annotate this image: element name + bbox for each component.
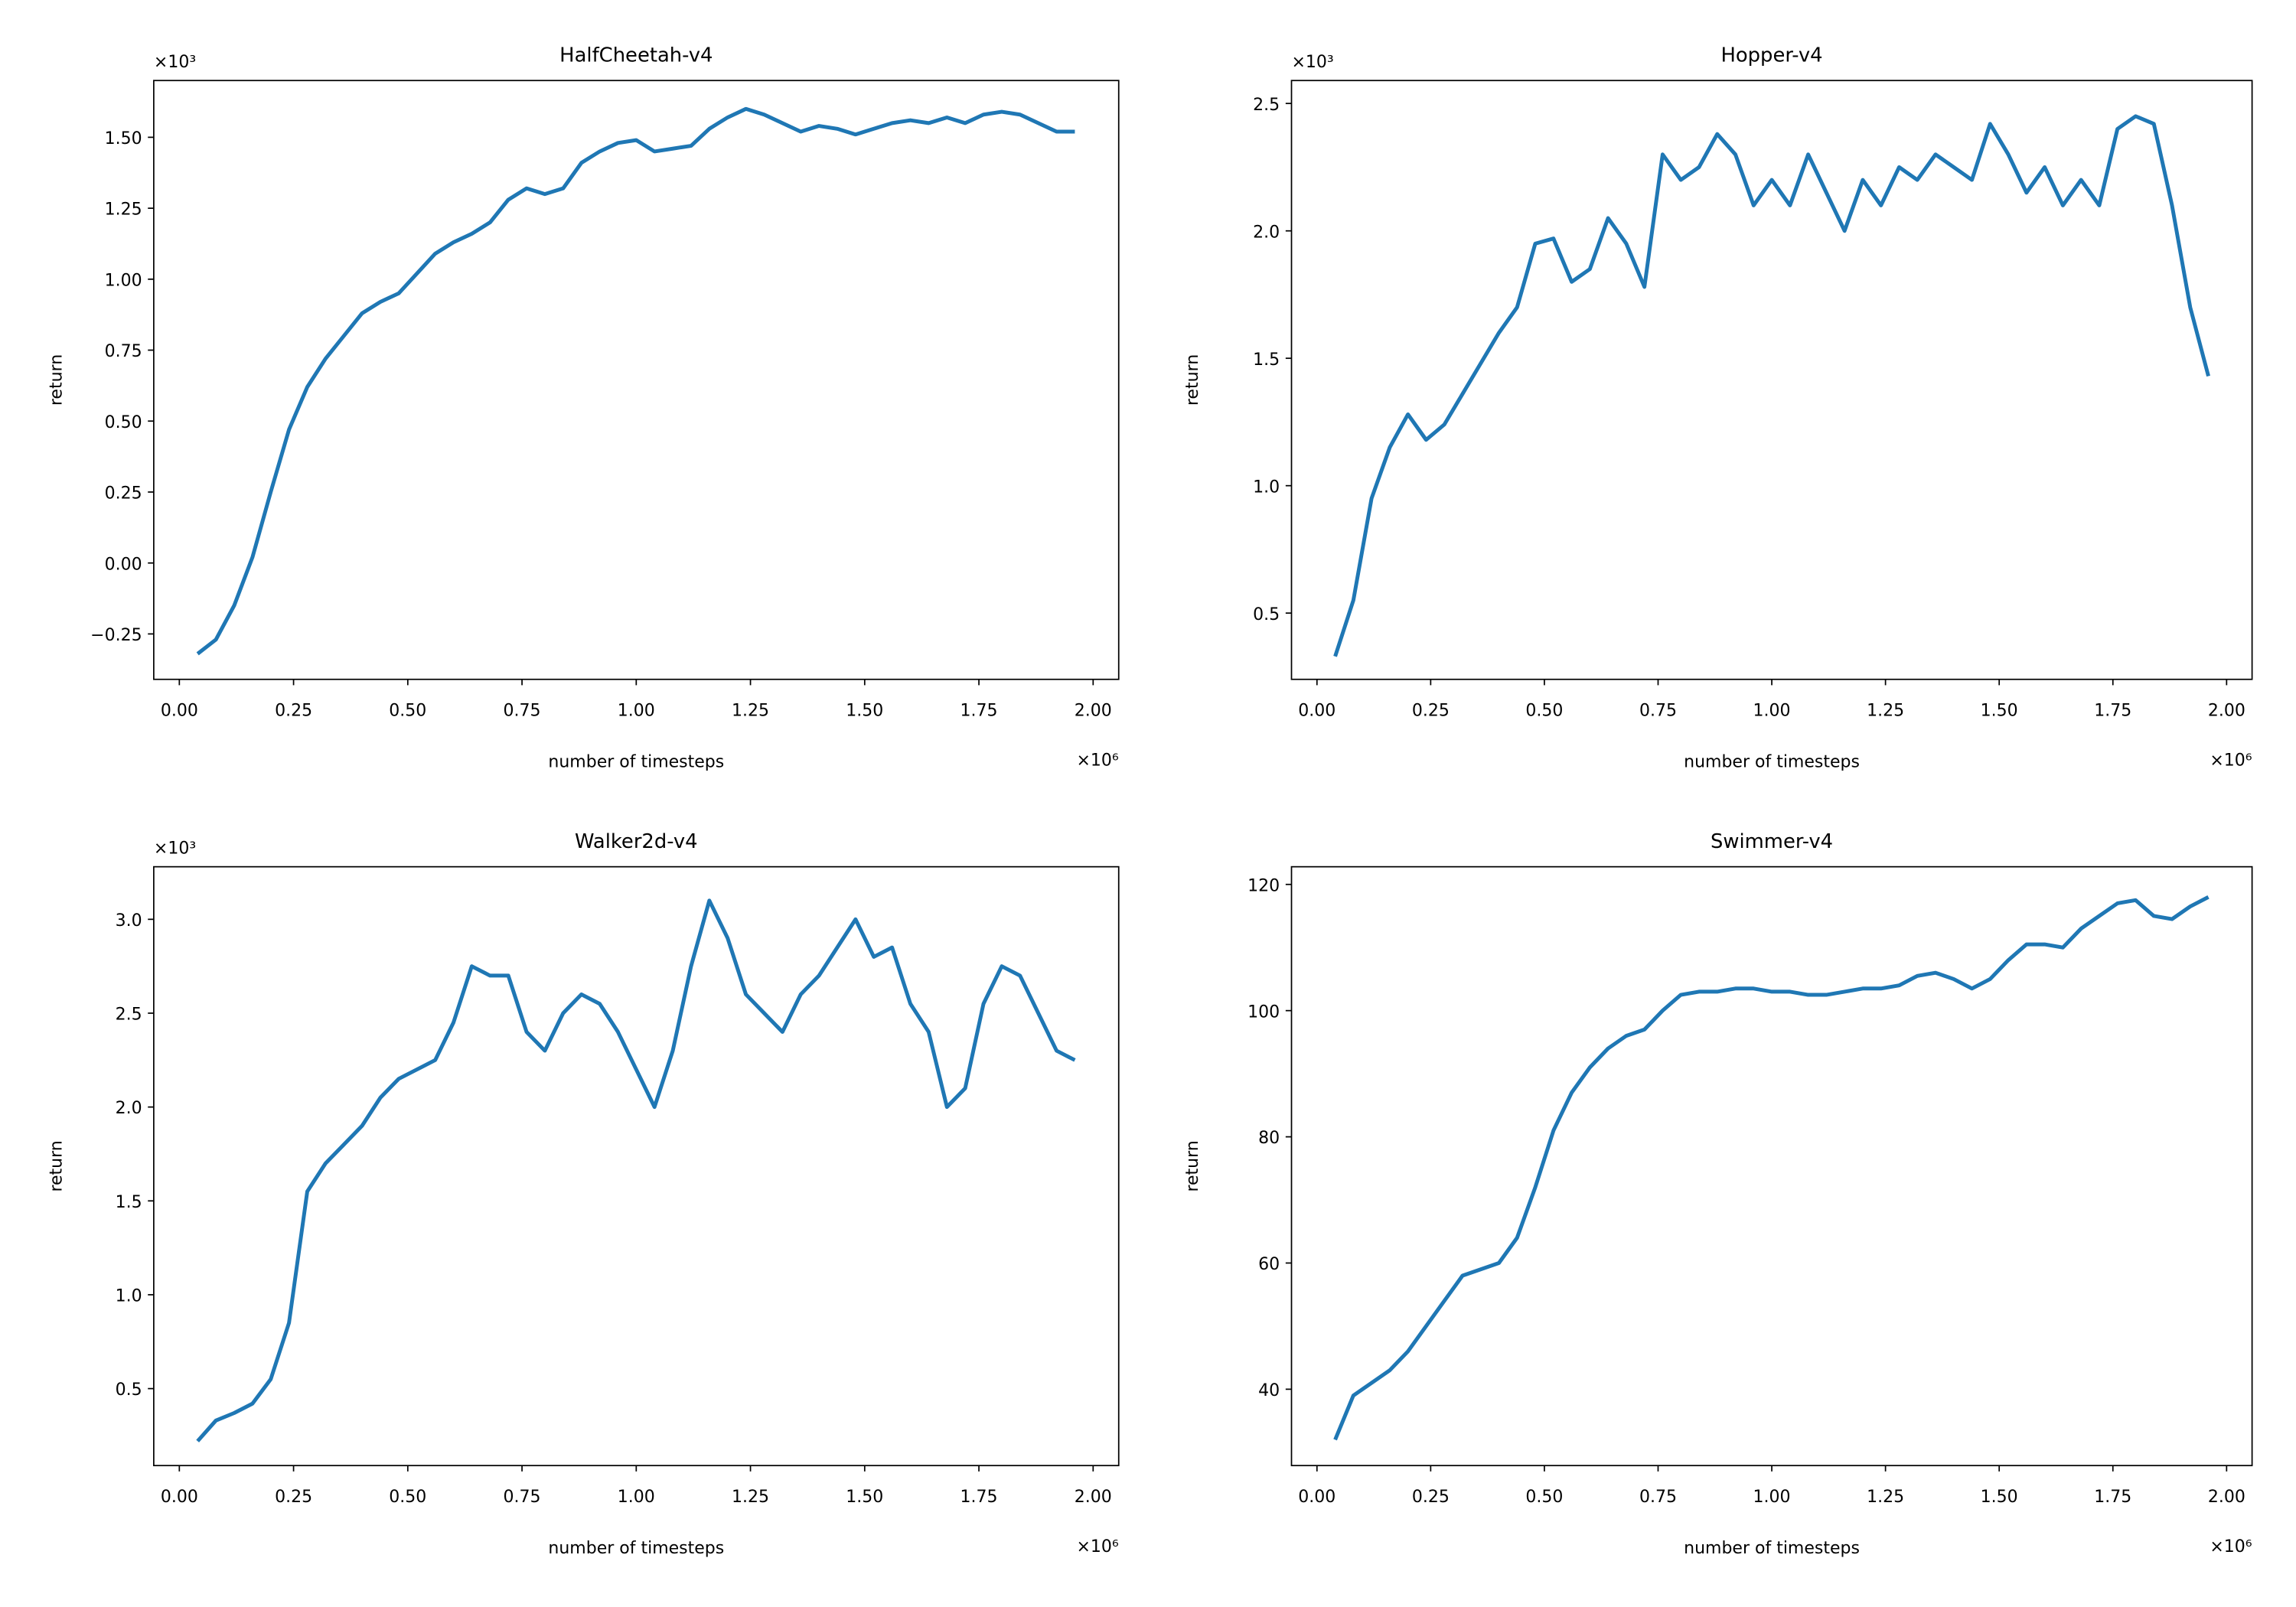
x-tick-label: 1.25 — [732, 702, 769, 721]
x-offset-label: ×10⁶ — [1076, 751, 1118, 771]
x-offset-label: ×10⁶ — [1076, 1537, 1118, 1556]
x-tick-label: 1.00 — [618, 702, 655, 721]
x-axis-label: number of timesteps — [1684, 753, 1860, 772]
x-tick-label: 0.75 — [1639, 702, 1677, 721]
x-tick-label: 0.25 — [275, 1488, 312, 1507]
y-offset-label: ×10³ — [1291, 53, 1333, 72]
chart-title: Walker2d-v4 — [575, 830, 698, 853]
y-axis-label: return — [47, 1140, 66, 1191]
subplot: 0.00 0.25 0.50 0.75 1.00 1.25 1.50 1.75 2.00 0.5 1… — [1183, 44, 2253, 772]
x-tick-label: 0.75 — [1639, 1488, 1677, 1507]
y-tick-label: 0.5 — [116, 1380, 142, 1400]
x-tick-label: 2.00 — [1075, 702, 1112, 721]
x-tick-label: 1.25 — [1867, 702, 1904, 721]
x-tick-label: 0.50 — [389, 702, 426, 721]
y-tick-label: 1.25 — [105, 200, 142, 220]
chart-title: Hopper-v4 — [1720, 44, 1822, 67]
x-tick-label: 1.75 — [2094, 1488, 2131, 1507]
x-tick-label: 0.50 — [389, 1488, 426, 1507]
y-tick-label: 1.5 — [1253, 350, 1280, 370]
y-axis-label: return — [1183, 354, 1202, 406]
x-tick-label: 1.50 — [846, 702, 883, 721]
y-tick-label: 60 — [1258, 1255, 1280, 1274]
y-tick-label: 3.0 — [116, 911, 142, 931]
subplot: 0.00 0.25 0.50 0.75 1.00 1.25 1.50 1.75 2.00 0.5 1… — [47, 830, 1120, 1558]
axes-frame — [1290, 80, 2253, 680]
x-tick-label: 1.75 — [2094, 702, 2131, 721]
x-tick-label: 1.50 — [1981, 702, 2018, 721]
y-tick-label: 1.50 — [105, 129, 142, 148]
axes-frame — [153, 865, 1120, 1467]
axes-frame — [1290, 865, 2253, 1467]
y-tick-label: 80 — [1258, 1129, 1280, 1148]
x-axis-label: number of timesteps — [548, 753, 724, 772]
x-tick-label: 1.75 — [960, 1488, 998, 1507]
x-tick-label: 1.00 — [1753, 1488, 1791, 1507]
x-tick-label: 0.25 — [1412, 702, 1450, 721]
y-tick-label: 2.5 — [116, 1006, 142, 1025]
y-tick-label: 120 — [1247, 876, 1280, 895]
x-tick-label: 0.50 — [1525, 702, 1563, 721]
subplot: 0.00 0.25 0.50 0.75 1.00 1.25 1.50 1.75 2.00 −0.2… — [47, 44, 1120, 772]
y-tick-label: 0.5 — [1253, 605, 1280, 624]
x-tick-label: 1.25 — [732, 1488, 769, 1507]
x-tick-label: 1.25 — [1867, 1488, 1904, 1507]
x-offset-label: ×10⁶ — [2210, 1537, 2252, 1556]
chart-title: Swimmer-v4 — [1711, 830, 1833, 853]
x-tick-label: 0.00 — [1298, 1488, 1336, 1507]
y-tick-label: 2.5 — [1253, 96, 1280, 115]
y-tick-label: 1.0 — [116, 1287, 142, 1306]
x-tick-label: 0.75 — [504, 1488, 541, 1507]
y-tick-label: 0.50 — [105, 413, 142, 432]
x-axis-label: number of timesteps — [548, 1539, 724, 1558]
y-tick-label: 0.25 — [105, 484, 142, 504]
subplot: 0.00 0.25 0.50 0.75 1.00 1.25 1.50 1.75 2.00 40 60… — [1183, 830, 2253, 1558]
data-line — [1333, 114, 2210, 657]
x-tick-label: 0.00 — [161, 1488, 198, 1507]
y-tick-label: 1.00 — [105, 271, 142, 290]
y-tick-label: 1.5 — [116, 1193, 142, 1212]
x-tick-label: 0.00 — [161, 702, 198, 721]
x-offset-label: ×10⁶ — [2210, 751, 2252, 771]
y-tick-label: 2.0 — [116, 1099, 142, 1118]
y-tick-label: 1.0 — [1253, 478, 1280, 497]
y-tick-label: 100 — [1247, 1002, 1280, 1022]
chart-title: HalfCheetah-v4 — [559, 44, 713, 67]
x-tick-label: 1.50 — [846, 1488, 883, 1507]
y-tick-label: −0.25 — [90, 626, 142, 645]
x-tick-label: 0.25 — [275, 702, 312, 721]
x-tick-label: 2.00 — [2208, 1488, 2245, 1507]
y-axis-label: return — [47, 354, 66, 406]
x-tick-label: 1.00 — [618, 1488, 655, 1507]
x-tick-label: 2.00 — [2208, 702, 2245, 721]
x-axis-label: number of timesteps — [1684, 1539, 1860, 1558]
x-tick-label: 1.75 — [960, 702, 998, 721]
y-tick-label: 40 — [1258, 1381, 1280, 1400]
y-axis-label: return — [1183, 1140, 1202, 1191]
y-tick-label: 2.0 — [1253, 223, 1280, 242]
axes-frame — [153, 80, 1120, 680]
x-tick-label: 1.00 — [1753, 702, 1791, 721]
x-tick-label: 1.50 — [1981, 1488, 2018, 1507]
y-tick-label: 0.00 — [105, 555, 142, 574]
x-tick-label: 0.50 — [1525, 1488, 1563, 1507]
data-line — [1333, 895, 2210, 1441]
y-offset-label: ×10³ — [154, 53, 196, 72]
x-tick-label: 0.75 — [504, 702, 541, 721]
x-tick-label: 0.25 — [1412, 1488, 1450, 1507]
x-tick-label: 0.00 — [1298, 702, 1336, 721]
data-line — [196, 106, 1075, 656]
data-line — [196, 898, 1076, 1442]
x-tick-label: 2.00 — [1075, 1488, 1112, 1507]
y-offset-label: ×10³ — [154, 839, 196, 858]
y-tick-label: 0.75 — [105, 342, 142, 361]
